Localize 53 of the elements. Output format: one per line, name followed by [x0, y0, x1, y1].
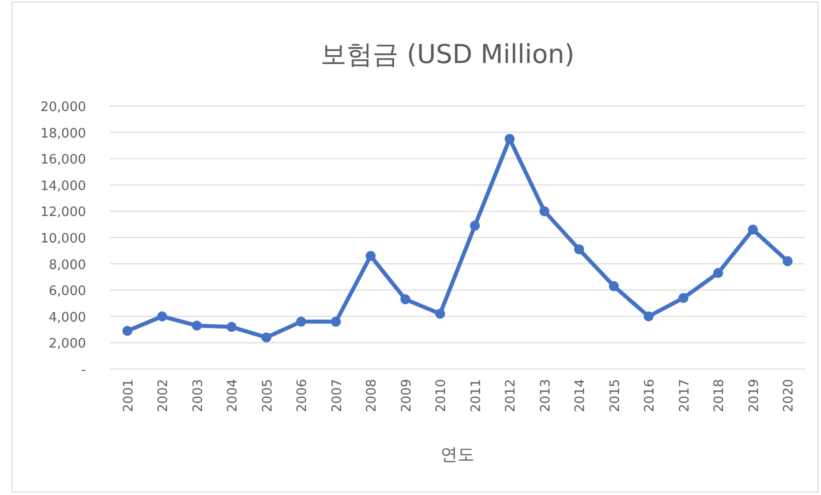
x-tick-label: 2011	[468, 379, 484, 412]
y-tick-label: 4,000	[48, 310, 86, 326]
x-tick-label: 2017	[677, 379, 692, 412]
point	[435, 308, 446, 319]
point	[608, 281, 619, 292]
point	[330, 316, 341, 327]
x-tick-label: 2007	[330, 379, 345, 412]
x-tick-label: 2001	[121, 379, 136, 412]
point	[157, 311, 168, 322]
point	[644, 311, 654, 322]
y-tick-label: 6,000	[48, 284, 86, 300]
x-tick-label: 2012	[504, 379, 519, 412]
point	[504, 134, 515, 144]
y-tick-label: 10,000	[40, 232, 86, 246]
x-tick-label: 2002	[156, 379, 172, 412]
point	[782, 256, 793, 266]
y-tick-label: 8,000	[48, 258, 86, 273]
x-tick-label: 2005	[260, 379, 276, 412]
x-tick-label: 2009	[399, 379, 414, 412]
point	[192, 320, 202, 331]
x-tick-label: 2015	[608, 379, 623, 412]
point	[226, 322, 237, 332]
x-tick-label: 2020	[782, 379, 797, 412]
y-tick-label: 2,000	[48, 336, 86, 352]
x-tick-label: 2014	[573, 379, 588, 412]
x-tick-label: 2016	[642, 379, 658, 412]
point	[470, 220, 480, 231]
x-tick-label: 2010	[434, 379, 450, 412]
point	[261, 332, 272, 342]
point	[366, 250, 376, 261]
x-tick-label: 2018	[712, 379, 728, 412]
y-tick-label: -	[81, 363, 86, 378]
x-tick-label: 2004	[226, 379, 241, 412]
y-tick-label: 18,000	[40, 126, 86, 142]
x-tick-label: 2019	[746, 379, 762, 412]
x-tick-label: 2006	[295, 379, 310, 412]
x-tick-label: 2013	[538, 379, 554, 412]
x-axis-title: 연도	[440, 445, 474, 465]
point	[296, 316, 306, 327]
point	[574, 244, 584, 254]
y-tick-label: 12,000	[40, 205, 86, 220]
point	[678, 292, 688, 303]
chart-title: 보험금 (USD Million)	[320, 40, 575, 70]
point	[539, 206, 550, 216]
y-tick-label: 16,000	[40, 152, 86, 168]
y-tick-label: 20,000	[40, 100, 86, 115]
x-tick-label: 2008	[364, 379, 380, 412]
point	[400, 294, 410, 304]
x-tick-label: 2003	[190, 379, 206, 412]
point	[713, 268, 724, 278]
y-tick-label: 14,000	[40, 178, 86, 194]
point	[748, 224, 758, 235]
point	[122, 326, 132, 336]
